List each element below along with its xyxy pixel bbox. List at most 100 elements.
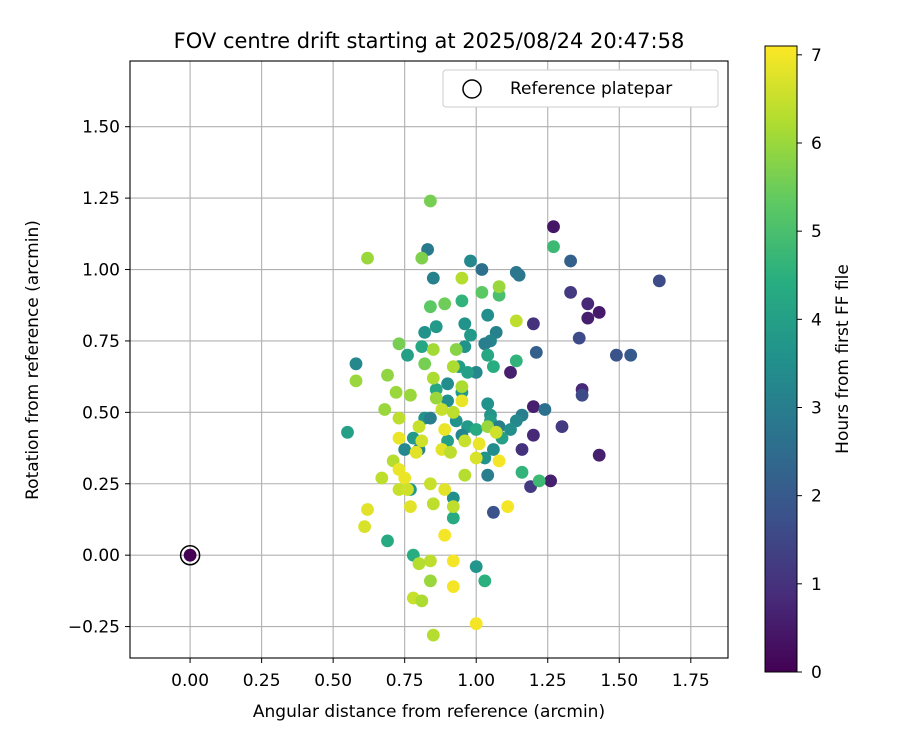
data-point [415, 340, 429, 353]
data-point [469, 560, 483, 573]
data-point [575, 388, 589, 402]
data-point [475, 286, 489, 299]
data-point [361, 503, 374, 516]
data-point [481, 308, 495, 322]
chart-title: FOV centre drift starting at 2025/08/24 … [174, 29, 685, 53]
data-point [512, 268, 526, 282]
y-axis-label: Rotation from reference (arcmin) [23, 220, 43, 500]
colorbar-tick-label: 2 [811, 487, 822, 507]
data-point [458, 468, 472, 482]
legend-label: Reference platepar [510, 79, 672, 99]
data-point [446, 405, 460, 419]
data-point [381, 534, 394, 548]
data-point [509, 314, 523, 328]
x-axis-ticks: 0.00 0.25 0.50 0.75 1.00 1.25 1.50 1.75 [171, 658, 710, 691]
data-point [527, 428, 540, 442]
data-point [392, 337, 406, 351]
data-point [378, 403, 392, 416]
data-point [504, 366, 517, 379]
data-point [572, 331, 586, 345]
data-point [464, 328, 477, 342]
data-point [446, 580, 460, 593]
data-point [415, 251, 429, 265]
data-point [441, 377, 454, 391]
data-point [375, 471, 389, 485]
data-point [455, 271, 469, 285]
data-point [544, 474, 557, 488]
reference-platepar-marker [179, 544, 201, 566]
data-point [424, 194, 437, 208]
legend-box [442, 69, 719, 108]
data-point [469, 423, 483, 436]
data-point [455, 294, 469, 308]
data-point [624, 348, 638, 362]
data-point [504, 423, 517, 436]
data-point [426, 628, 440, 642]
data-point [527, 317, 540, 331]
y-tick-label: 1.50 [82, 118, 120, 138]
colorbar-tick-label: 5 [811, 222, 822, 242]
data-point [487, 443, 500, 456]
data-point [361, 251, 374, 265]
data-point [418, 357, 432, 371]
data-point [426, 371, 440, 385]
data-point [446, 500, 460, 513]
data-point [487, 360, 500, 373]
data-point [509, 354, 523, 368]
data-point [532, 474, 546, 488]
data-point [438, 297, 452, 311]
data-point [401, 483, 414, 496]
data-point [489, 425, 503, 439]
x-tick-label: 0.25 [243, 671, 281, 691]
plot-frame [129, 60, 729, 659]
x-tick-label: 1.75 [672, 671, 710, 691]
colorbar-label: Hours from first FF file [833, 264, 853, 454]
data-point [444, 445, 457, 459]
colorbar-ticks: 0 1 2 3 4 5 6 7 [797, 46, 822, 683]
data-point [389, 385, 403, 399]
data-point [458, 317, 472, 331]
data-point [527, 400, 540, 413]
data-point [424, 411, 437, 425]
data-point [349, 374, 363, 388]
data-point [438, 483, 452, 496]
y-tick-label: 0.00 [82, 546, 120, 566]
data-point [592, 448, 606, 462]
data-point [381, 368, 394, 382]
data-point [349, 357, 363, 371]
data-point [341, 425, 354, 439]
colorbar-tick-label: 6 [811, 134, 822, 154]
data-point [469, 451, 483, 465]
data-point [449, 343, 463, 356]
data-point [481, 348, 495, 362]
y-tick-label: 0.75 [82, 332, 120, 352]
y-tick-label: 0.25 [82, 475, 120, 495]
data-point [478, 337, 492, 351]
data-point [398, 443, 412, 456]
x-tick-label: 0.50 [314, 671, 352, 691]
data-point [438, 423, 452, 436]
data-point [458, 434, 472, 448]
data-point [424, 554, 437, 568]
data-point [392, 411, 406, 425]
colorbar-tick-label: 3 [811, 398, 822, 418]
data-point [404, 388, 417, 402]
data-point [401, 348, 414, 362]
y-tick-label: 0.50 [82, 403, 120, 423]
data-point [418, 326, 432, 339]
data-point [438, 528, 452, 542]
data-point [426, 343, 440, 356]
data-point [547, 220, 560, 234]
data-point [446, 360, 460, 373]
data-point [455, 380, 469, 393]
data-point [426, 497, 440, 511]
y-tick-label: 1.25 [82, 189, 120, 209]
x-tick-label: 1.00 [457, 671, 495, 691]
data-point [487, 505, 500, 519]
data-point [455, 394, 469, 408]
y-tick-label: −0.25 [68, 618, 120, 638]
data-point [564, 254, 577, 268]
data-point [564, 286, 577, 299]
data-point [424, 574, 437, 588]
